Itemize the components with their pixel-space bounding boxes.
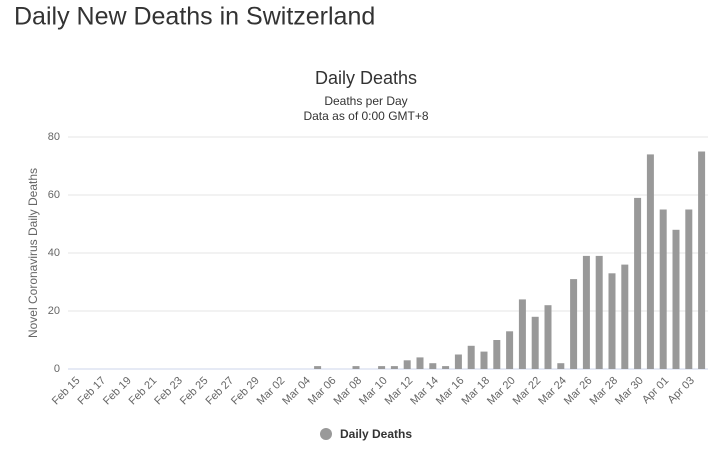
y-axis-title: Novel Coronavirus Daily Deaths [26,168,40,338]
bar [557,363,565,369]
x-tick-label: Mar 30 [613,375,646,408]
bar [518,299,526,369]
bar [454,354,462,369]
bar [698,151,706,369]
bar [467,345,475,369]
bar [378,366,386,369]
page-title: Daily New Deaths in Switzerland [14,3,375,31]
bar [493,340,501,369]
bar [672,229,680,369]
bar [570,279,578,369]
legend-label: Daily Deaths [340,427,412,441]
bar [582,255,590,369]
bar [416,357,424,369]
bar [646,154,654,369]
bar [685,209,693,369]
bar [544,305,552,369]
y-tick-label: 20 [48,305,60,317]
bar [314,366,322,369]
bar [634,197,642,369]
legend-marker [320,428,332,440]
bar [506,331,514,369]
bar [480,351,488,369]
y-tick-label: 80 [48,131,60,143]
chart-title: Daily Deaths [315,68,417,88]
chart-subtitle: Deaths per Day [324,94,407,108]
y-tick-label: 60 [48,189,60,201]
x-tick-label: Apr 03 [666,375,697,406]
bar [403,360,411,369]
bar [429,363,437,369]
y-tick-label: 0 [54,363,60,375]
bar [442,366,450,369]
bar [531,316,539,369]
bar [352,366,360,369]
bar [608,273,616,369]
bar [659,209,667,369]
x-tick-label: Apr 01 [640,375,671,406]
bar [390,366,398,369]
y-tick-label: 40 [48,247,60,259]
chart-subtitle: Data as of 0:00 GMT+8 [303,109,428,123]
bar [621,264,629,369]
bar [595,255,603,369]
